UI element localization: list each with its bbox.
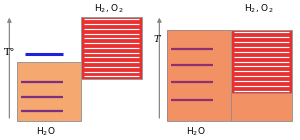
Text: T°: T° <box>4 48 15 57</box>
Bar <box>231 94 292 121</box>
Bar <box>167 30 231 121</box>
Bar <box>231 30 292 94</box>
Bar <box>167 30 231 121</box>
Bar <box>17 62 81 121</box>
Text: T: T <box>154 35 160 44</box>
Text: H$_2$, O$_2$: H$_2$, O$_2$ <box>244 2 273 15</box>
Bar <box>81 17 142 79</box>
Bar <box>231 94 292 121</box>
Text: H$_2$O: H$_2$O <box>36 125 56 138</box>
Text: H$_2$, O$_2$: H$_2$, O$_2$ <box>94 2 123 15</box>
Text: H$_2$O: H$_2$O <box>186 125 206 138</box>
